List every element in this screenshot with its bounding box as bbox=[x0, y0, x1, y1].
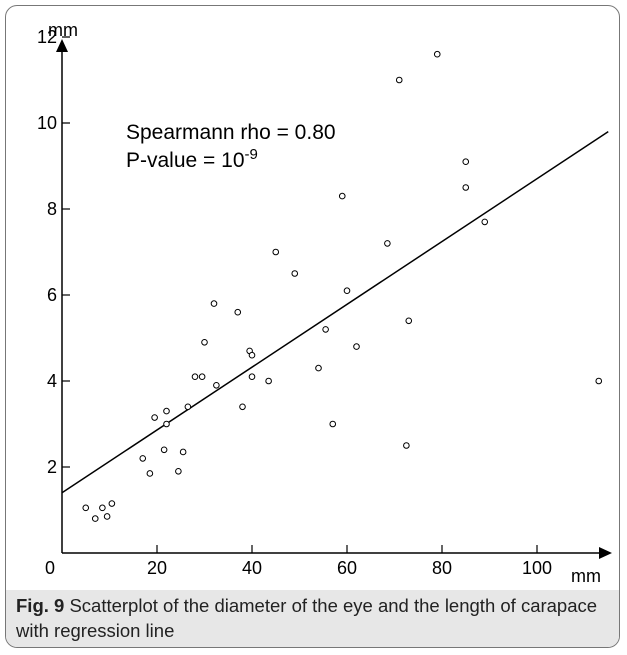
y-tick-label: 8 bbox=[47, 199, 57, 219]
x-tick-label: 40 bbox=[242, 558, 262, 578]
data-point bbox=[99, 504, 106, 512]
data-point bbox=[265, 377, 272, 385]
data-point bbox=[338, 192, 346, 200]
data-point bbox=[234, 308, 242, 316]
data-point bbox=[343, 287, 351, 295]
pvalue-base: P-value = 10 bbox=[126, 149, 245, 172]
x-tick-label: 80 bbox=[432, 558, 452, 578]
data-point bbox=[175, 468, 182, 475]
data-point bbox=[146, 470, 154, 477]
data-point bbox=[163, 420, 170, 428]
data-point bbox=[403, 442, 410, 449]
caption-label: Fig. 9 bbox=[16, 595, 65, 616]
data-point bbox=[353, 343, 360, 350]
annotation-pvalue: P-value = 10-9 bbox=[126, 146, 258, 172]
data-point bbox=[198, 373, 206, 381]
data-point bbox=[179, 448, 187, 456]
y-axis-arrow bbox=[56, 39, 68, 52]
data-point bbox=[191, 373, 199, 381]
data-point bbox=[322, 326, 329, 333]
data-point bbox=[139, 455, 147, 462]
y-tick-label: 12 bbox=[37, 27, 57, 47]
figure-frame: mm mm 0 20 40 60 80 100 2 4 6 8 10 12 Spearmann rho… bbox=[5, 5, 620, 648]
data-point bbox=[395, 76, 403, 84]
data-point bbox=[595, 377, 603, 385]
data-point bbox=[315, 364, 322, 372]
data-point bbox=[481, 218, 489, 226]
y-tick-label: 6 bbox=[47, 285, 57, 305]
y-tick-label: 2 bbox=[47, 457, 57, 477]
x-tick-label: 0 bbox=[45, 558, 55, 578]
data-point bbox=[184, 403, 192, 411]
data-point bbox=[248, 373, 256, 381]
data-point bbox=[291, 270, 299, 277]
data-point bbox=[248, 351, 256, 359]
data-point bbox=[462, 184, 470, 191]
data-point bbox=[239, 403, 246, 411]
x-axis-arrow bbox=[599, 547, 612, 559]
y-tick-label: 4 bbox=[47, 371, 57, 391]
data-point bbox=[160, 446, 168, 454]
x-tick-label: 100 bbox=[522, 558, 552, 578]
scatterplot: mm mm 0 20 40 60 80 100 2 4 6 8 10 12 Spearmann rho… bbox=[37, 20, 612, 586]
data-point bbox=[462, 158, 470, 165]
data-point bbox=[433, 50, 441, 58]
data-point bbox=[405, 317, 413, 325]
y-tick-label: 10 bbox=[37, 113, 57, 133]
data-point bbox=[213, 382, 220, 389]
x-unit-label: mm bbox=[571, 566, 601, 586]
pvalue-exponent: -9 bbox=[245, 146, 258, 163]
data-point bbox=[108, 500, 116, 507]
figure-caption: Fig. 9 Scatterplot of the diameter of th… bbox=[6, 590, 619, 647]
caption-text: Scatterplot of the diameter of the eye a… bbox=[16, 595, 598, 641]
data-point bbox=[201, 339, 208, 346]
regression-line bbox=[61, 130, 609, 494]
data-point bbox=[82, 504, 90, 512]
x-tick-label: 20 bbox=[147, 558, 167, 578]
x-tick-label: 60 bbox=[337, 558, 357, 578]
data-point bbox=[91, 515, 99, 522]
data-point bbox=[151, 414, 158, 421]
data-point bbox=[103, 513, 111, 520]
annotation-rho: Spearmann rho = 0.80 bbox=[126, 121, 336, 144]
y-unit-label: mm bbox=[48, 20, 78, 40]
data-point bbox=[329, 420, 337, 428]
data-point bbox=[272, 248, 280, 256]
data-point bbox=[384, 240, 391, 247]
data-point bbox=[163, 407, 170, 415]
data-point bbox=[210, 300, 218, 307]
